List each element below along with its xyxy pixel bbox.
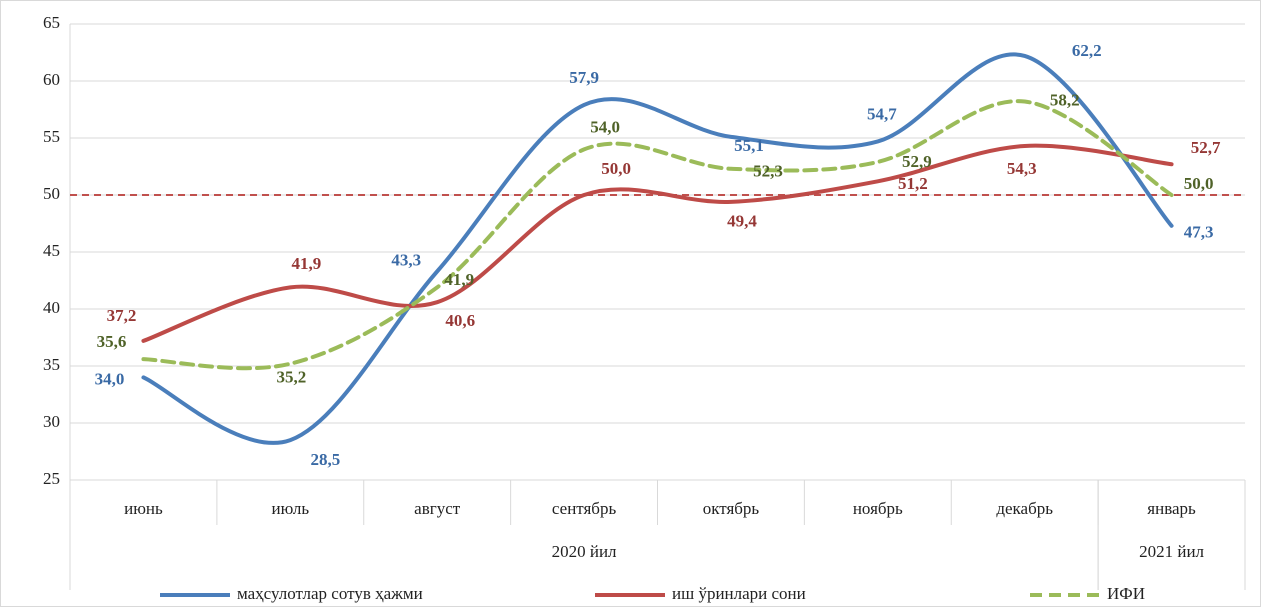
data-label: 54,0 xyxy=(590,117,620,136)
data-label: 41,9 xyxy=(444,270,474,289)
x-tick-label: ноябрь xyxy=(853,499,903,518)
data-label: 55,1 xyxy=(734,136,764,155)
data-label: 62,2 xyxy=(1072,41,1102,60)
series-line xyxy=(141,99,1174,371)
y-tick-label: 50 xyxy=(43,184,60,203)
data-label: 54,7 xyxy=(867,104,897,123)
data-label: 40,6 xyxy=(445,311,475,330)
x-tick-label: октябрь xyxy=(703,499,760,518)
y-tick-label: 45 xyxy=(43,241,60,260)
series-line xyxy=(141,52,1174,445)
group-label: 2021 йил xyxy=(1139,542,1204,561)
data-label: 43,3 xyxy=(391,250,421,269)
data-label: 51,2 xyxy=(898,174,928,193)
y-tick-label: 40 xyxy=(43,298,60,317)
x-tick-label: июнь xyxy=(124,499,163,518)
x-tick-label: декабрь xyxy=(996,499,1053,518)
group-label: 2020 йил xyxy=(552,542,617,561)
y-tick-label: 55 xyxy=(43,127,60,146)
data-label: 52,9 xyxy=(902,152,932,171)
legend-label: маҳсулотлар сотув ҳажми xyxy=(237,584,423,603)
data-label: 49,4 xyxy=(727,212,757,231)
data-label: 57,9 xyxy=(569,68,599,87)
data-label: 50,0 xyxy=(1184,174,1214,193)
data-label: 47,3 xyxy=(1184,223,1214,242)
y-tick-label: 60 xyxy=(43,70,60,89)
y-tick-label: 65 xyxy=(43,13,60,32)
x-tick-label: июль xyxy=(272,499,310,518)
x-tick-label: январь xyxy=(1147,499,1196,518)
data-label: 52,3 xyxy=(753,162,783,181)
y-tick-label: 35 xyxy=(43,355,60,374)
data-label: 54,3 xyxy=(1007,159,1037,178)
data-label: 34,0 xyxy=(95,369,125,388)
data-label: 28,5 xyxy=(310,450,340,469)
y-tick-label: 25 xyxy=(43,469,60,488)
x-tick-label: сентябрь xyxy=(552,499,617,518)
series-line xyxy=(141,143,1174,343)
data-label: 35,6 xyxy=(97,332,127,351)
data-label: 35,2 xyxy=(276,368,306,387)
legend-label: ИФИ xyxy=(1107,584,1145,603)
data-label: 52,7 xyxy=(1191,138,1221,157)
data-label: 58,2 xyxy=(1050,90,1080,109)
data-label: 41,9 xyxy=(291,254,321,273)
x-tick-label: август xyxy=(414,499,461,518)
data-label: 50,0 xyxy=(601,159,631,178)
data-label: 37,2 xyxy=(107,306,137,325)
legend-label: иш ўринлари сони xyxy=(672,584,806,603)
y-tick-label: 30 xyxy=(43,412,60,431)
